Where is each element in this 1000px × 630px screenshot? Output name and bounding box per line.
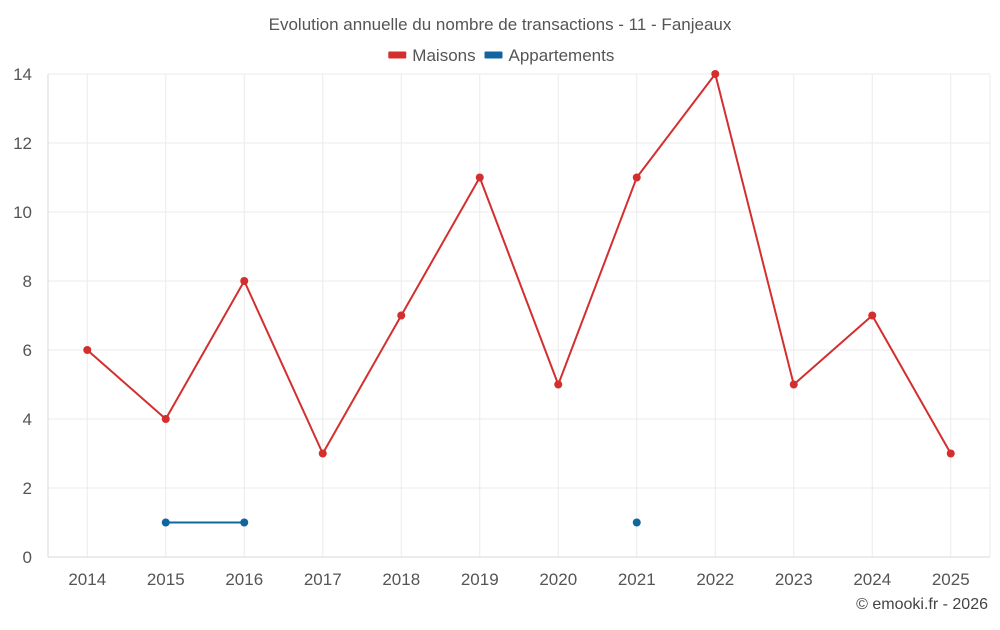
data-point-maisons[interactable] <box>161 415 170 423</box>
y-tick-label: 2 <box>23 479 32 498</box>
legend[interactable]: Maisons Appartements <box>388 46 614 65</box>
legend-swatch-maisons <box>388 51 407 59</box>
data-point-maisons[interactable] <box>868 311 877 320</box>
legend-item-maisons[interactable]: Maisons <box>388 46 476 65</box>
data-point-maisons[interactable] <box>789 380 798 389</box>
data-point-maisons[interactable] <box>397 311 406 320</box>
y-tick-label: 14 <box>13 65 32 84</box>
legend-label-appartements: Appartements <box>509 46 615 65</box>
x-tick-label: 2018 <box>382 570 420 589</box>
legend-label-maisons: Maisons <box>412 46 475 65</box>
series-layer <box>83 70 955 527</box>
x-tick-label: 2025 <box>932 570 970 589</box>
x-tick-label: 2015 <box>147 570 185 589</box>
data-point-appartements[interactable] <box>632 518 641 527</box>
y-tick-label: 10 <box>13 203 32 222</box>
series-line-maisons <box>86 73 952 455</box>
x-tick-label: 2020 <box>539 570 577 589</box>
grid-layer <box>48 73 991 557</box>
data-point-maisons[interactable] <box>554 380 563 389</box>
y-tick-label: 6 <box>23 341 32 360</box>
x-tick-label: 2017 <box>304 570 342 589</box>
data-point-maisons[interactable] <box>83 346 92 354</box>
legend-item-appartements[interactable]: Appartements <box>484 46 615 65</box>
x-tick-label: 2021 <box>618 570 656 589</box>
data-point-maisons[interactable] <box>711 70 720 78</box>
legend-swatch-appartements <box>484 51 503 59</box>
y-tick-label: 4 <box>23 410 32 429</box>
x-tick-label: 2014 <box>68 570 106 589</box>
y-tick-label: 12 <box>13 134 32 153</box>
data-point-maisons[interactable] <box>240 277 249 285</box>
data-point-maisons[interactable] <box>318 449 327 458</box>
data-point-maisons[interactable] <box>632 173 641 182</box>
y-tick-label: 8 <box>23 272 32 291</box>
x-tick-label: 2024 <box>853 570 891 589</box>
data-point-maisons[interactable] <box>475 173 484 182</box>
data-point-maisons[interactable] <box>946 449 955 458</box>
x-tick-label: 2022 <box>696 570 734 589</box>
axis-layer: 0 2 4 6 8 10 12 14 2014 2015 2016 2017 2018 2019 2020 2… <box>13 65 990 589</box>
credit-text: © emooki.fr - 2026 <box>856 596 988 613</box>
x-tick-label: 2016 <box>225 570 263 589</box>
x-tick-label: 2023 <box>775 570 813 589</box>
data-point-appartements[interactable] <box>240 518 249 527</box>
data-point-appartements[interactable] <box>161 518 170 527</box>
chart-title: Evolution annuelle du nombre de transact… <box>269 15 732 34</box>
x-tick-label: 2019 <box>461 570 499 589</box>
y-tick-label: 0 <box>23 548 32 567</box>
